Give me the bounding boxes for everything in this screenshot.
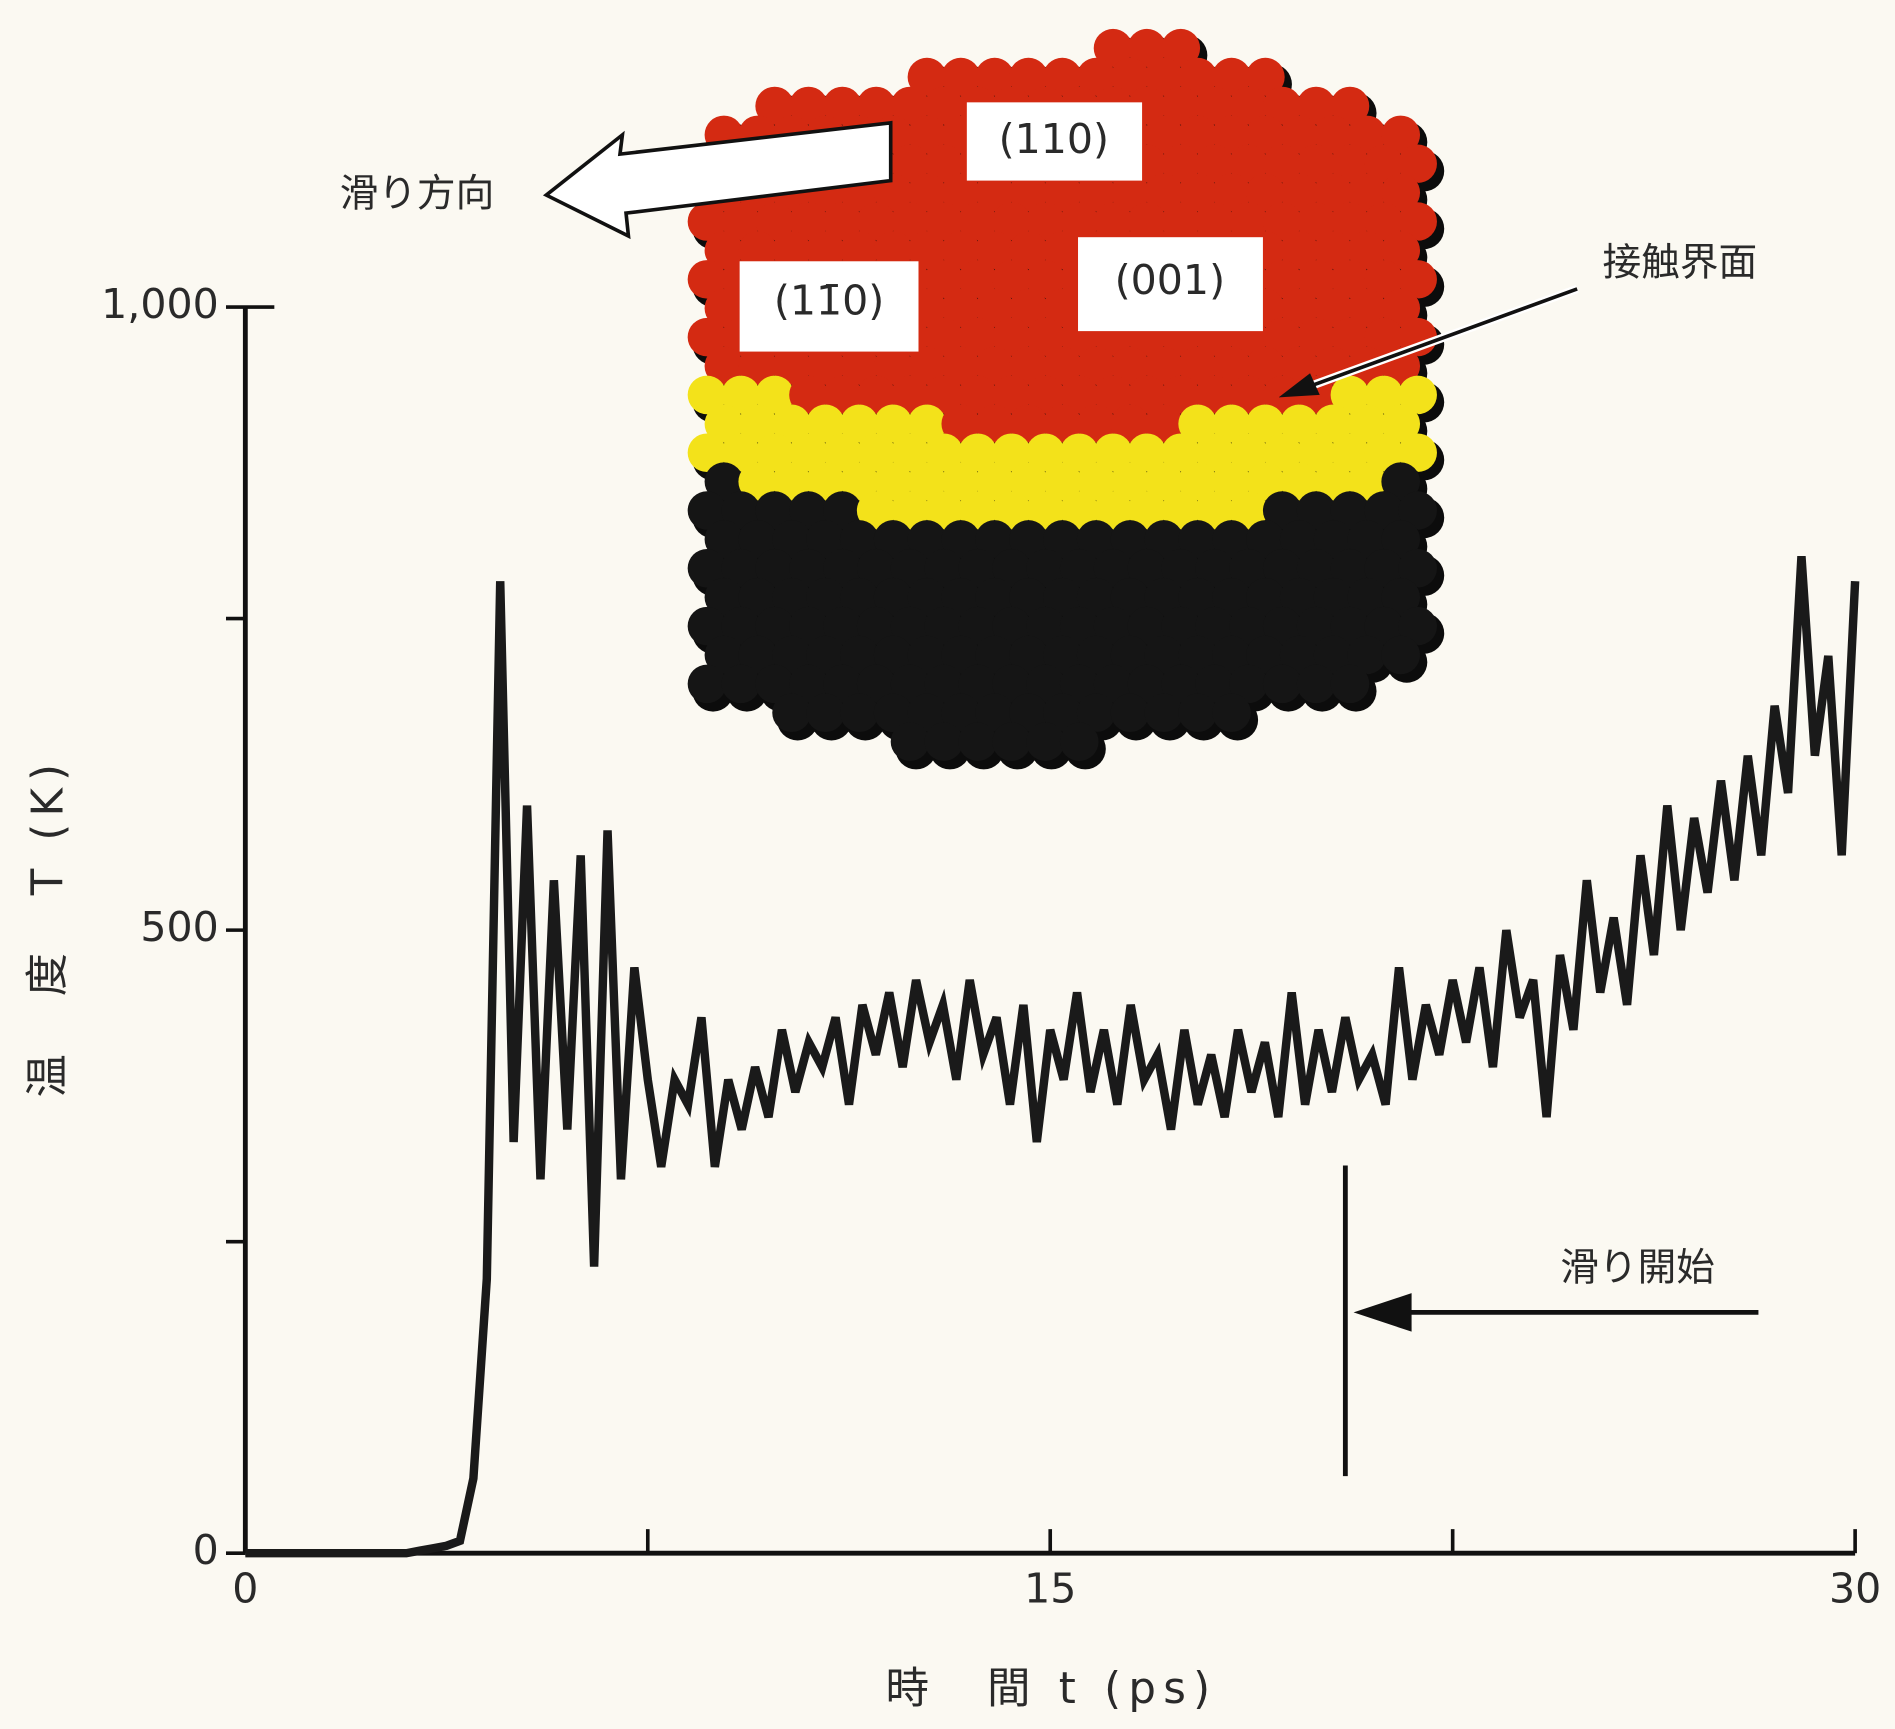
annotation: 滑り方向 [340, 172, 495, 217]
atom [1212, 694, 1251, 733]
y-axis-label: 温 度 T (K) [23, 757, 73, 1098]
annotation: 接触界面 [1603, 240, 1758, 285]
atom [891, 722, 930, 761]
y-tick-label: 500 [140, 903, 218, 951]
atom [1297, 665, 1336, 704]
atom [1111, 694, 1150, 733]
atom [992, 722, 1031, 761]
chart: 時 間 t (ps) 温 度 T (K) 0 500 1,000 0 15 30 滑り方向 (… [0, 0, 1895, 1729]
page: {"chart_data": { "type": "line", "xlabel… [0, 0, 1895, 1729]
atom [1178, 694, 1217, 733]
atom [772, 694, 811, 733]
y-tick-label: 1,000 [101, 280, 219, 328]
annotation: (110) [999, 115, 1109, 163]
x-tick-label: 15 [1024, 1565, 1076, 1613]
atom [1026, 722, 1065, 761]
atom [925, 722, 964, 761]
atom [1331, 665, 1370, 704]
annotation: (11̄0) [774, 276, 884, 324]
x-tick-label: 0 [232, 1565, 258, 1613]
atom [1060, 722, 1099, 761]
y-tick-label: 0 [193, 1526, 219, 1574]
x-axis-label: 時 間 t (ps) [886, 1664, 1218, 1714]
atom [840, 694, 879, 733]
atom [1381, 636, 1420, 675]
atom [688, 665, 727, 704]
atom [806, 694, 845, 733]
atom [722, 665, 761, 704]
atom [1263, 665, 1302, 704]
atom [958, 722, 997, 761]
x-tick-label: 30 [1829, 1565, 1881, 1613]
atom [1144, 694, 1183, 733]
annotation: 滑り開始 [1560, 1246, 1715, 1291]
annotation: (001) [1115, 256, 1225, 304]
